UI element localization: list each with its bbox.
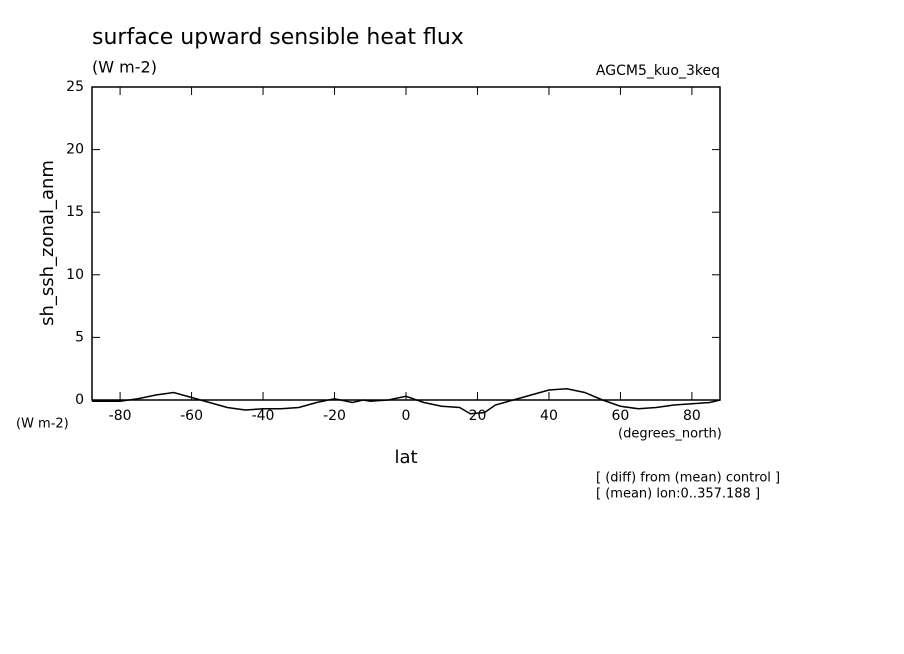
y-tick-label: 25 <box>66 79 84 95</box>
x-tick-label: -20 <box>323 408 346 424</box>
note: [ (mean) lon:0..357.188 ] <box>596 487 760 502</box>
annotation: AGCM5_kuo_3keq <box>596 63 720 79</box>
y-tick-label: 10 <box>66 267 84 283</box>
x-tick-label: 20 <box>469 408 487 424</box>
chart-title: surface upward sensible heat flux <box>92 25 464 50</box>
y-tick-label: 15 <box>66 204 84 220</box>
x-tick-label: 40 <box>540 408 558 424</box>
x-tick-label: -60 <box>180 408 203 424</box>
x-tick-label: -80 <box>109 408 132 424</box>
x-tick-label: 0 <box>402 408 411 424</box>
note: [ (diff) from (mean) control ] <box>596 471 780 486</box>
y-tick-label: 20 <box>66 142 84 158</box>
y-tick-label: 0 <box>75 392 84 408</box>
y-axis-label: sh_ssh_zonal_anm <box>37 160 58 326</box>
x-axis-label: lat <box>394 447 417 468</box>
x-tick-label: 80 <box>683 408 701 424</box>
data-line <box>92 387 721 415</box>
x-tick-label: -40 <box>252 408 275 424</box>
x-tick-label: 60 <box>612 408 630 424</box>
y-unit-label: (W m-2) <box>16 417 69 432</box>
chart-subtitle: (W m-2) <box>92 58 157 77</box>
x-unit-label: (degrees_north) <box>618 427 722 442</box>
y-tick-label: 5 <box>75 329 84 345</box>
